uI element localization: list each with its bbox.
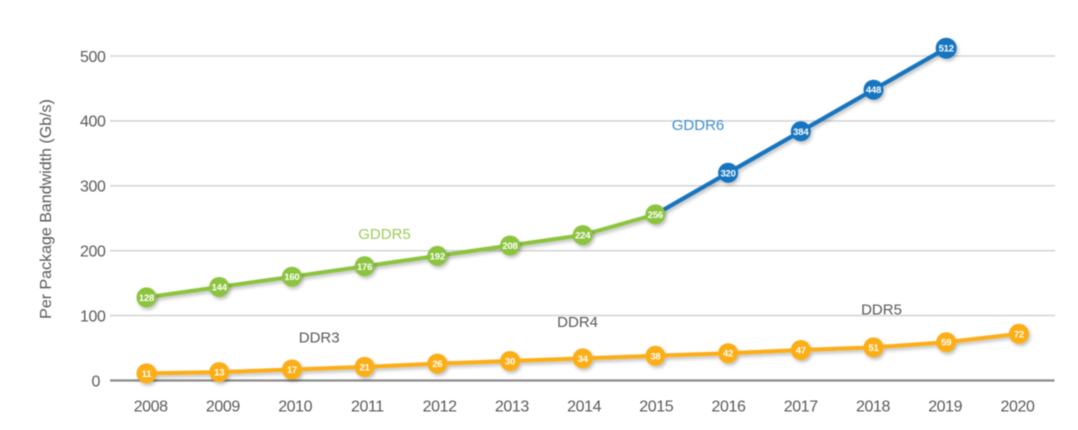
svg-text:2009: 2009 [206, 398, 240, 415]
svg-text:21: 21 [360, 362, 371, 373]
svg-text:2014: 2014 [567, 398, 601, 415]
svg-text:300: 300 [80, 179, 106, 196]
svg-text:51: 51 [868, 343, 879, 354]
svg-text:2020: 2020 [1001, 398, 1035, 415]
svg-text:224: 224 [575, 231, 591, 242]
svg-text:DDR4: DDR4 [557, 314, 598, 331]
svg-text:72: 72 [1014, 329, 1024, 340]
svg-text:512: 512 [939, 44, 954, 55]
svg-text:384: 384 [793, 127, 809, 138]
svg-text:34: 34 [578, 354, 589, 365]
svg-text:2015: 2015 [639, 398, 673, 415]
svg-text:38: 38 [650, 351, 660, 362]
svg-text:GDDR5: GDDR5 [358, 226, 411, 243]
svg-text:Per Package Bandwidth (Gb/s): Per Package Bandwidth (Gb/s) [38, 99, 55, 319]
svg-text:59: 59 [941, 338, 951, 349]
svg-text:160: 160 [284, 272, 299, 283]
svg-text:2019: 2019 [928, 398, 962, 415]
svg-text:448: 448 [866, 85, 881, 96]
svg-text:2012: 2012 [423, 398, 457, 415]
svg-text:DDR5: DDR5 [861, 302, 902, 319]
svg-text:128: 128 [139, 293, 154, 304]
svg-text:100: 100 [80, 308, 106, 325]
svg-text:2011: 2011 [351, 398, 384, 415]
svg-text:2016: 2016 [712, 398, 746, 415]
svg-text:256: 256 [648, 210, 663, 221]
svg-text:2013: 2013 [495, 398, 529, 415]
svg-text:13: 13 [214, 368, 224, 379]
svg-text:400: 400 [80, 114, 106, 131]
svg-text:2018: 2018 [856, 398, 890, 415]
svg-text:2017: 2017 [784, 398, 818, 415]
svg-text:200: 200 [80, 244, 106, 261]
svg-text:47: 47 [796, 346, 806, 357]
svg-text:2010: 2010 [278, 398, 312, 415]
svg-text:17: 17 [287, 365, 297, 376]
svg-text:500: 500 [80, 49, 106, 66]
svg-text:0: 0 [92, 373, 101, 390]
svg-text:192: 192 [430, 251, 445, 262]
svg-text:30: 30 [505, 357, 515, 368]
svg-text:GDDR6: GDDR6 [672, 117, 725, 134]
svg-text:208: 208 [502, 241, 517, 252]
svg-text:42: 42 [723, 349, 733, 360]
svg-text:DDR3: DDR3 [299, 330, 340, 347]
svg-text:11: 11 [142, 369, 153, 380]
svg-text:320: 320 [720, 168, 735, 179]
svg-text:144: 144 [212, 283, 228, 294]
svg-text:2008: 2008 [134, 398, 168, 415]
svg-text:26: 26 [432, 359, 442, 370]
svg-text:176: 176 [357, 262, 372, 273]
